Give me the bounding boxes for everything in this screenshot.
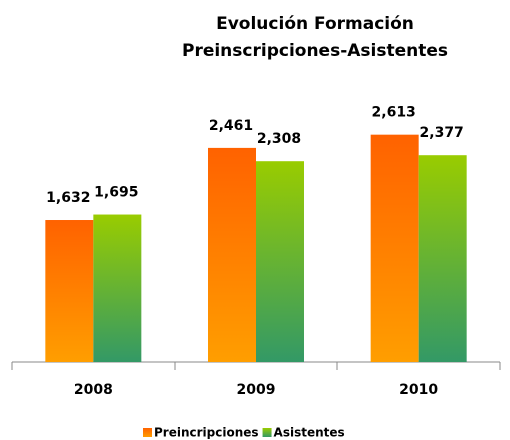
legend-swatch: [143, 428, 152, 437]
x-tick-label: 2009: [237, 382, 276, 398]
value-label: 2,308: [257, 131, 301, 147]
bar: [418, 155, 467, 362]
legend-label: Asistentes: [274, 426, 345, 440]
value-label: 2,613: [372, 105, 416, 121]
value-label: 1,695: [94, 185, 138, 201]
legend-swatch: [262, 428, 272, 437]
chart-title: Evolución Formación: [216, 14, 414, 34]
x-tick-label: 2008: [74, 382, 113, 398]
legend-label: Preincripciones: [154, 426, 259, 440]
value-label: 2,461: [209, 118, 253, 134]
bar: [93, 214, 142, 362]
bar: [370, 134, 419, 362]
bar: [256, 161, 304, 362]
value-label: 1,632: [46, 190, 90, 206]
value-label: 2,377: [420, 125, 464, 141]
bar: [45, 220, 94, 362]
x-tick-label: 2010: [399, 382, 438, 398]
bar: [208, 147, 256, 362]
chart-title: Preinscripciones-Asistentes: [182, 41, 448, 61]
